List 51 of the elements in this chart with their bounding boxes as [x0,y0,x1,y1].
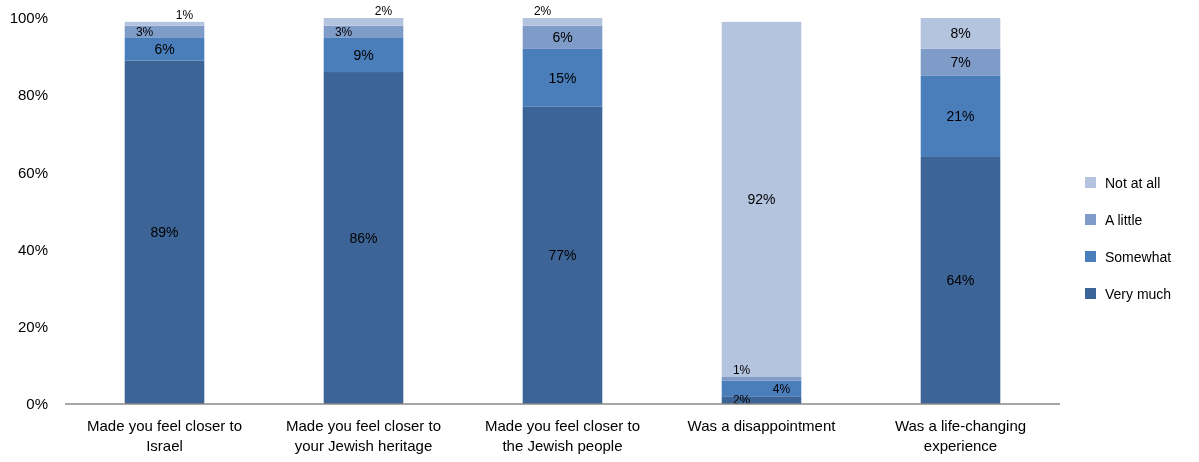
y-tick-label: 100% [9,9,48,27]
data-label: 3% [135,24,154,39]
bar [323,37,404,73]
y-tick-label: 60% [17,163,48,181]
x-tick-label: Was a life-changing experience [894,417,1027,454]
data-label: 64% [946,272,975,289]
legend-label: A little [1105,211,1143,228]
bar [522,25,603,49]
data-label: 7% [950,54,971,71]
bar [124,60,205,404]
y-tick-label: 0% [26,395,48,413]
data-label: 8% [950,25,971,42]
bar [124,37,205,61]
data-label: 1% [175,8,194,23]
x-tick-label: Made you feel closer to the Jewish people [484,417,641,454]
data-label: 89% [150,224,179,241]
legend-label: Not at all [1105,174,1161,191]
data-label: 2% [533,4,552,19]
data-label: 92% [747,191,776,208]
y-tick-label: 20% [17,318,48,336]
x-tick-label: Made you feel closer to Israel [86,417,243,454]
bar [920,18,1001,49]
data-label: 9% [353,46,374,63]
bar [323,18,404,26]
data-label: 4% [772,381,791,396]
data-label: 3% [334,24,353,39]
data-label: 15% [548,69,577,86]
data-label: 2% [732,393,751,408]
bar [721,376,802,381]
data-label: 77% [548,247,577,264]
legend-label: Very much [1105,285,1172,302]
data-label: 6% [154,40,175,57]
y-tick-label: 40% [17,240,48,258]
data-label: 2% [374,4,393,19]
data-label: 1% [732,363,751,378]
bar [920,75,1001,157]
bar [522,48,603,107]
bar [721,21,802,377]
data-label: 6% [552,29,573,46]
bar [124,21,205,26]
data-label: 21% [946,108,975,125]
x-tick-label: Was a disappointment [687,417,837,434]
bar [920,156,1001,404]
bar [323,72,404,404]
x-tick-label: Made you feel closer to your Jewish heritage [285,417,442,454]
legend-label: Somewhat [1105,248,1172,265]
data-label: 86% [349,229,378,246]
bar [920,48,1001,76]
bar [522,18,603,26]
y-tick-label: 80% [17,86,48,104]
bar [522,106,603,404]
